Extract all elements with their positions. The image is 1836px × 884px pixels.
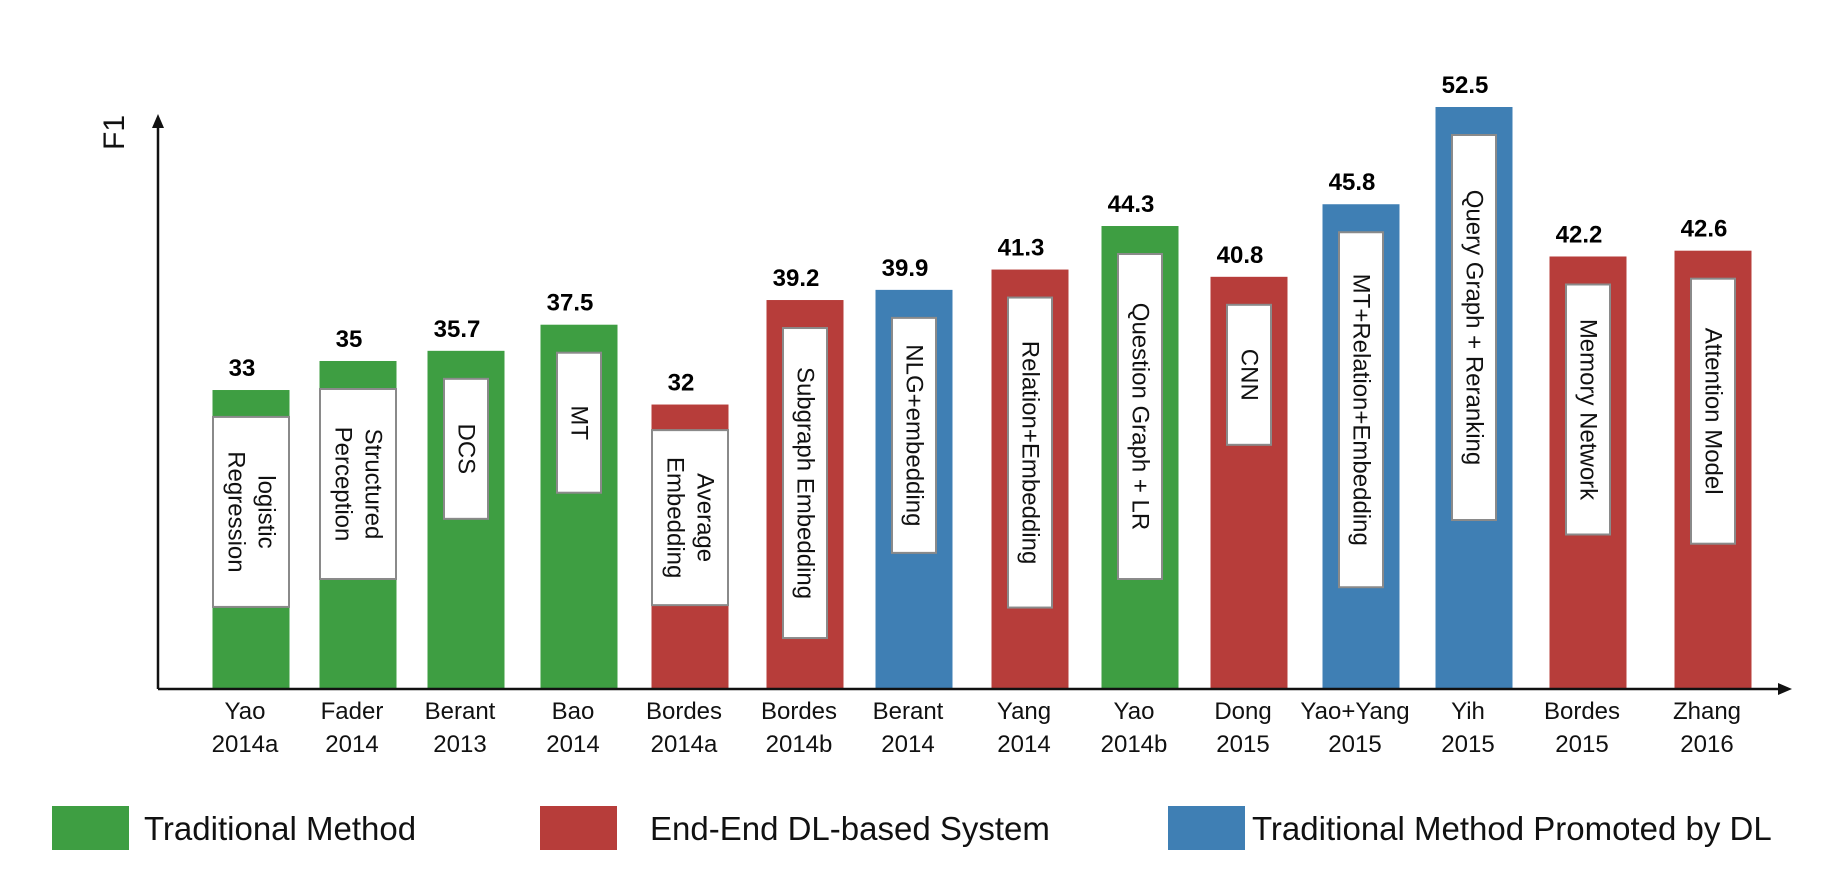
x-tick-label: Zhang bbox=[1673, 698, 1741, 725]
method-box-11 bbox=[1338, 231, 1384, 589]
x-tick-label: 2013 bbox=[433, 731, 486, 758]
method-label: Regression bbox=[223, 451, 250, 572]
x-tick-label: Bordes bbox=[1544, 698, 1620, 725]
x-tick-label: Bordes bbox=[761, 698, 837, 725]
value-label: 35.7 bbox=[434, 316, 481, 343]
method-box-7 bbox=[891, 316, 937, 554]
x-tick-label: Yao bbox=[225, 698, 266, 725]
method-box-6 bbox=[782, 327, 828, 640]
x-tick-label: 2014 bbox=[881, 731, 934, 758]
x-tick-label: Yih bbox=[1451, 698, 1485, 725]
y-axis-arrow bbox=[152, 114, 164, 128]
x-tick-label: 2015 bbox=[1555, 731, 1608, 758]
legend-label-promoted: Traditional Method Promoted by DL bbox=[1252, 810, 1772, 847]
value-label: 39.9 bbox=[882, 255, 929, 282]
method-box-1 bbox=[212, 415, 290, 608]
value-label: 39.2 bbox=[773, 265, 820, 292]
method-box-8 bbox=[1007, 296, 1053, 609]
x-tick-label: 2014 bbox=[546, 731, 599, 758]
axes-layer: F1 bbox=[98, 114, 1792, 695]
method-label: NLG+embedding bbox=[901, 344, 928, 526]
x-tick-label: Dong bbox=[1214, 698, 1271, 725]
x-tick-label: 2015 bbox=[1328, 731, 1381, 758]
method-label: MT bbox=[566, 405, 593, 440]
legend-label-traditional: Traditional Method bbox=[144, 810, 416, 847]
method-box-14 bbox=[1690, 277, 1736, 545]
method-label: CNN bbox=[1236, 349, 1263, 401]
legend-swatch-promoted bbox=[1168, 806, 1245, 850]
method-box-9 bbox=[1117, 253, 1163, 581]
method-label: Average bbox=[692, 473, 719, 562]
x-tick-label: 2014 bbox=[997, 731, 1050, 758]
value-label: 32 bbox=[668, 370, 695, 397]
x-tick-label: 2014a bbox=[212, 731, 279, 758]
x-tick-label: 2015 bbox=[1441, 731, 1494, 758]
value-label: 35 bbox=[336, 326, 363, 353]
method-label: MT+Relation+Embedding bbox=[1348, 274, 1375, 546]
x-tick-label: 2014b bbox=[766, 731, 833, 758]
x-tick-label: Fader bbox=[321, 698, 384, 725]
legend-label-e2e: End-End DL-based System bbox=[650, 810, 1050, 847]
x-tick-label: Bordes bbox=[646, 698, 722, 725]
method-label: logistic bbox=[253, 475, 280, 548]
value-label: 41.3 bbox=[998, 235, 1045, 262]
method-label: Structured bbox=[360, 429, 387, 540]
x-tick-label: Yao+Yang bbox=[1300, 698, 1409, 725]
x-tick-label: Bao bbox=[552, 698, 595, 725]
bars-layer bbox=[212, 107, 1752, 690]
value-label: 44.3 bbox=[1108, 191, 1155, 218]
x-tick-label: Berant bbox=[425, 698, 496, 725]
x-tick-label: 2014 bbox=[325, 731, 378, 758]
method-label: DCS bbox=[453, 423, 480, 474]
x-tick-label: 2016 bbox=[1680, 731, 1733, 758]
value-label: 40.8 bbox=[1217, 242, 1264, 269]
method-box-12 bbox=[1451, 134, 1497, 521]
method-label: Perception bbox=[330, 427, 357, 542]
method-label: Memory Network bbox=[1575, 319, 1602, 501]
value-label: 42.6 bbox=[1681, 216, 1728, 243]
y-axis-label: F1 bbox=[98, 115, 131, 150]
method-label: Question Graph + LR bbox=[1127, 303, 1154, 530]
method-label: Attention Model bbox=[1700, 328, 1727, 495]
method-box-4 bbox=[556, 351, 602, 494]
value-label: 52.5 bbox=[1442, 72, 1489, 99]
x-tick-label: Berant bbox=[873, 698, 944, 725]
x-tick-label: 2014a bbox=[651, 731, 718, 758]
method-label: Embedding bbox=[662, 457, 689, 578]
method-label: Query Graph + Reranking bbox=[1461, 190, 1488, 465]
method-label: Relation+Embedding bbox=[1017, 341, 1044, 564]
method-box-10 bbox=[1226, 303, 1272, 446]
value-label: 37.5 bbox=[547, 290, 594, 317]
value-label: 42.2 bbox=[1556, 221, 1603, 248]
x-axis-arrow bbox=[1778, 683, 1792, 695]
x-tick-label: Yao bbox=[1114, 698, 1155, 725]
value-label: 45.8 bbox=[1329, 169, 1376, 196]
legend-swatch-traditional bbox=[52, 806, 129, 850]
legend: Traditional Method End-End DL-based Syste… bbox=[52, 806, 1772, 850]
x-tick-label: Yang bbox=[997, 698, 1051, 725]
method-label: Subgraph Embedding bbox=[792, 367, 819, 599]
method-box-3 bbox=[443, 377, 489, 520]
method-box-2 bbox=[319, 387, 397, 580]
x-tick-label: 2015 bbox=[1216, 731, 1269, 758]
value-label: 33 bbox=[229, 355, 256, 382]
method-box-5 bbox=[651, 429, 729, 607]
method-box-13 bbox=[1565, 283, 1611, 536]
legend-swatch-e2e bbox=[540, 806, 617, 850]
x-tick-label: 2014b bbox=[1101, 731, 1168, 758]
